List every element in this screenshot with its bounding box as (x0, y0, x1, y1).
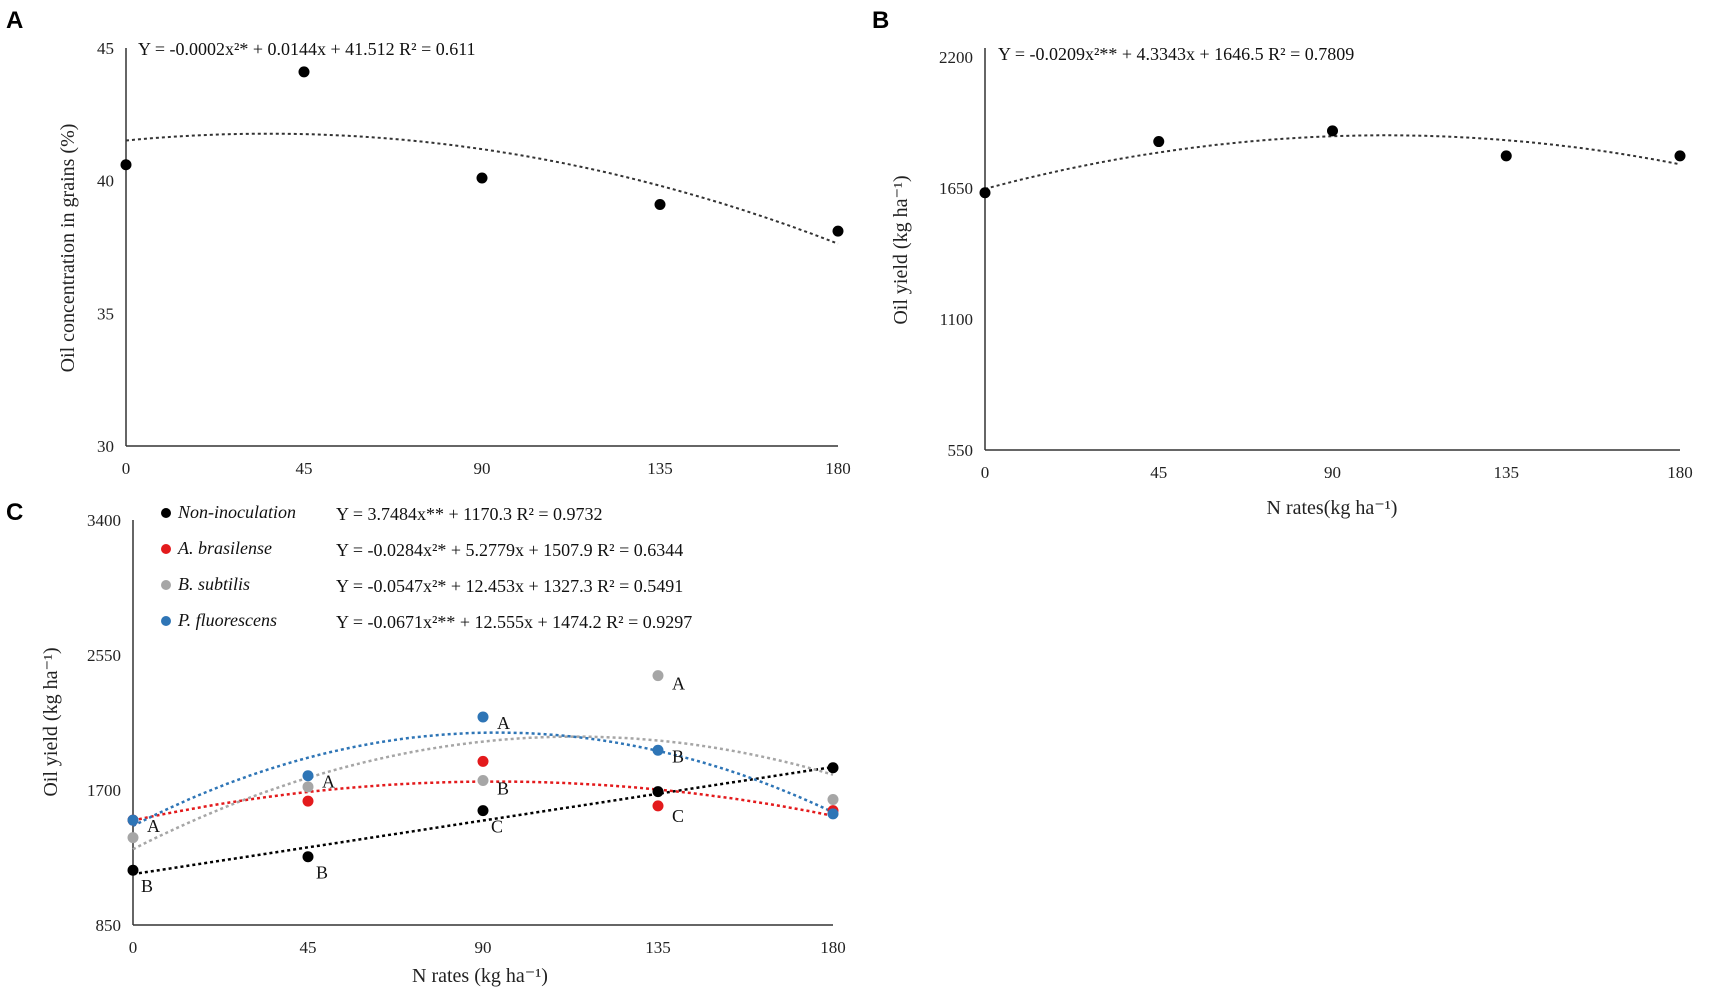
panel-c-y-tick: 2550 (87, 646, 121, 665)
legend-equation: Y = -0.0284x²* + 5.2779x + 1507.9 R² = 0… (336, 540, 683, 560)
panel-a-chart: Y = -0.0002x²* + 0.0144x + 41.512 R² = 0… (57, 39, 851, 478)
panel-c-point-3 (302, 770, 314, 782)
panel-a-data-point (476, 172, 488, 184)
panel-c-point-0 (302, 851, 314, 863)
panel-c-trendline-2 (132, 735, 834, 851)
panel-c-x-tick: 90 (475, 938, 492, 957)
panel-a-y-tick: 40 (97, 172, 114, 191)
legend-marker (161, 616, 171, 626)
panel-b-x-tick: 90 (1324, 463, 1341, 482)
panel-b-y-tick: 1650 (939, 179, 973, 198)
panel-c-point-1 (302, 795, 314, 807)
panel-c-y-tick: 850 (96, 916, 122, 935)
panel-a-x-tick: 90 (474, 459, 491, 478)
panel-label-b: B (872, 7, 889, 34)
panel-c-significance-letter: B (672, 746, 684, 766)
panel-b-equation: Y = -0.0209x²** + 4.3343x + 1646.5 R² = … (998, 44, 1354, 64)
panel-a-data-point (120, 159, 132, 171)
panel-b-y-tick: 1100 (940, 310, 973, 329)
legend-marker (161, 544, 171, 554)
panel-a-equation: Y = -0.0002x²* + 0.0144x + 41.512 R² = 0… (138, 39, 476, 59)
legend-label: P. fluorescens (177, 610, 277, 630)
panel-b-data-point (1153, 136, 1165, 148)
legend-label: B. subtilis (178, 574, 250, 594)
legend-marker (161, 508, 171, 518)
panel-c-point-2 (827, 794, 839, 806)
panel-b-data-point (1500, 150, 1512, 162)
panel-c-point-0 (652, 786, 664, 798)
panel-c-point-3 (477, 711, 489, 723)
panel-c-y-label: Oil yield (kg ha⁻¹) (40, 647, 62, 796)
legend-equation: Y = -0.0547x²* + 12.453x + 1327.3 R² = 0… (336, 576, 683, 596)
panel-b-y-tick: 550 (948, 441, 974, 460)
panel-a-x-tick: 0 (122, 459, 131, 478)
panel-c-significance-letter: A (147, 816, 160, 836)
panel-c-y-tick: 3400 (87, 511, 121, 530)
panel-c-point-2 (477, 774, 489, 786)
panel-c-significance-letter: B (497, 778, 509, 798)
panel-c-point-2 (302, 781, 314, 793)
panel-c-point-0 (827, 762, 839, 774)
panel-a-y-tick: 30 (97, 437, 114, 456)
panel-label-a: A (6, 7, 23, 34)
panel-a-data-point (654, 199, 666, 211)
panel-c-x-tick: 180 (820, 938, 846, 957)
panel-a-x-tick: 45 (296, 459, 313, 478)
panel-c-chart: Oil yield (kg ha⁻¹) N rates (kg ha⁻¹) No… (40, 502, 846, 987)
panel-a-y-label: Oil concentration in grains (%) (57, 124, 79, 373)
panel-a-trendline (125, 132, 839, 245)
panel-b-x-tick: 45 (1150, 463, 1167, 482)
panel-c-point-1 (477, 755, 489, 767)
panel-c-trendline-0 (132, 765, 834, 876)
panel-c-y-tick: 1700 (87, 781, 121, 800)
panel-c-x-label: N rates (kg ha⁻¹) (412, 965, 548, 987)
panel-b-y-tick: 2200 (939, 48, 973, 67)
legend-label: A. brasilense (177, 538, 272, 558)
panel-c-point-2 (127, 832, 139, 844)
panel-b-x-tick: 0 (981, 463, 990, 482)
panel-b-x-label: N rates(kg ha⁻¹) (1267, 497, 1398, 519)
panel-c-trendline-3 (132, 731, 834, 828)
panel-a-data-point (832, 225, 844, 237)
panel-a-y-tick: 35 (97, 304, 114, 323)
panel-c-significance-letter: A (672, 674, 685, 694)
panel-c-point-3 (127, 814, 139, 826)
panel-c-x-tick: 0 (129, 938, 138, 957)
panel-c-point-0 (127, 864, 139, 876)
panel-b-y-label: Oil yield (kg ha⁻¹) (890, 175, 912, 324)
panel-c-point-2 (652, 670, 664, 682)
panel-a-x-tick: 180 (825, 459, 851, 478)
panel-c-point-3 (827, 808, 839, 820)
panel-b-trendline (984, 134, 1681, 190)
panel-c-x-tick: 45 (300, 938, 317, 957)
panel-b-data-point (1674, 150, 1686, 162)
panel-c-point-0 (477, 805, 489, 817)
legend-equation: Y = -0.0671x²** + 12.555x + 1474.2 R² = … (336, 612, 692, 632)
panel-b-data-point (1327, 125, 1338, 137)
legend-label: Non-inoculation (177, 502, 296, 522)
panel-c-significance-letter: B (141, 876, 153, 896)
panel-a-x-tick: 135 (647, 459, 673, 478)
panel-b-chart: Y = -0.0209x²** + 4.3343x + 1646.5 R² = … (890, 44, 1693, 519)
panel-c-significance-letter: A (497, 713, 510, 733)
panel-c-x-tick: 135 (645, 938, 671, 957)
panel-b-x-tick: 180 (1667, 463, 1693, 482)
panel-c-point-1 (652, 800, 664, 812)
panel-c-significance-letter: A (322, 772, 335, 792)
panel-c-point-3 (652, 744, 664, 756)
panel-b-x-tick: 135 (1494, 463, 1520, 482)
panel-b-data-point (979, 187, 991, 199)
panel-c-significance-letter: B (316, 863, 328, 883)
panel-a-y-tick: 45 (97, 39, 114, 58)
legend-marker (161, 580, 171, 590)
panel-c-significance-letter: C (491, 817, 503, 837)
panel-label-c: C (6, 499, 23, 526)
panel-a-data-point (298, 66, 310, 78)
panel-c-significance-letter: C (672, 806, 684, 826)
legend-equation: Y = 3.7484x** + 1170.3 R² = 0.9732 (336, 504, 603, 524)
